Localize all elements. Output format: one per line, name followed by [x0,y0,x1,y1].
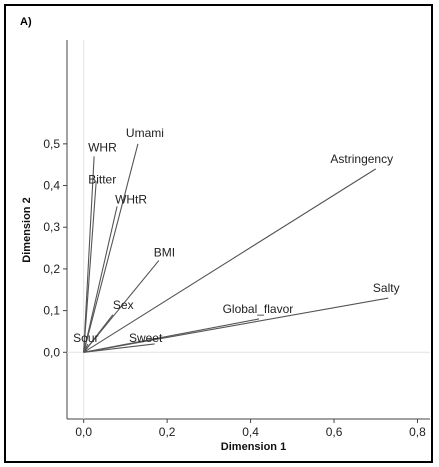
vector-label-whtr: WHtR [115,192,147,206]
x-axis-title: Dimension 1 [221,441,286,453]
vector-astringency [83,168,377,353]
y-tick-label: 0,5 [43,137,60,151]
vector-label-bmi: BMI [154,246,175,260]
vector-sweet [83,343,155,353]
x-tick-label: 0,8 [409,425,426,439]
x-tick-label: 0,2 [159,425,176,439]
vectors [83,143,389,353]
vector-labels: WHR Umami Bitter WHtR BMI Astringency Salty Glo… [73,126,399,345]
x-tick-label: 0,4 [242,425,259,439]
y-tick-label: 0,3 [43,220,60,234]
y-axis-title: Dimension 2 [21,197,33,262]
y-tick-label: 0,0 [43,345,60,359]
x-tick-label: 0,6 [326,425,343,439]
vector-sour [83,343,89,353]
vector-label-global-flavor: Global_flavor [223,302,294,316]
y-tick-label: 0,1 [43,304,60,318]
vector-label-astringency: Astringency [330,152,393,166]
vector-whtr [83,206,118,353]
y-tick-label: 0,2 [43,262,60,276]
y-tick-label: 0,4 [43,179,60,193]
vector-salty [83,297,389,353]
vector-label-bitter: Bitter [88,172,116,186]
vector-whr [83,156,95,353]
vector-global-flavor [83,318,260,353]
x-tick-label: 0,0 [75,425,92,439]
vector-label-sour: Sour [73,331,98,345]
chart-frame [4,4,433,463]
vector-label-sex: Sex [113,298,134,312]
vector-label-whr: WHR [88,140,117,154]
vector-label-umami: Umami [126,126,164,140]
panel-label: A) [20,16,32,28]
vector-bitter [83,181,97,353]
zero-lines [67,40,430,419]
vector-label-sweet: Sweet [129,331,163,345]
axis-ticks: 0,0 0,2 0,4 0,6 0,8 0,0 0,1 0,2 0,3 0,4 0,5 [43,137,426,439]
vector-umami [83,143,139,353]
vector-sex [83,314,114,353]
vector-label-salty: Salty [373,281,400,295]
